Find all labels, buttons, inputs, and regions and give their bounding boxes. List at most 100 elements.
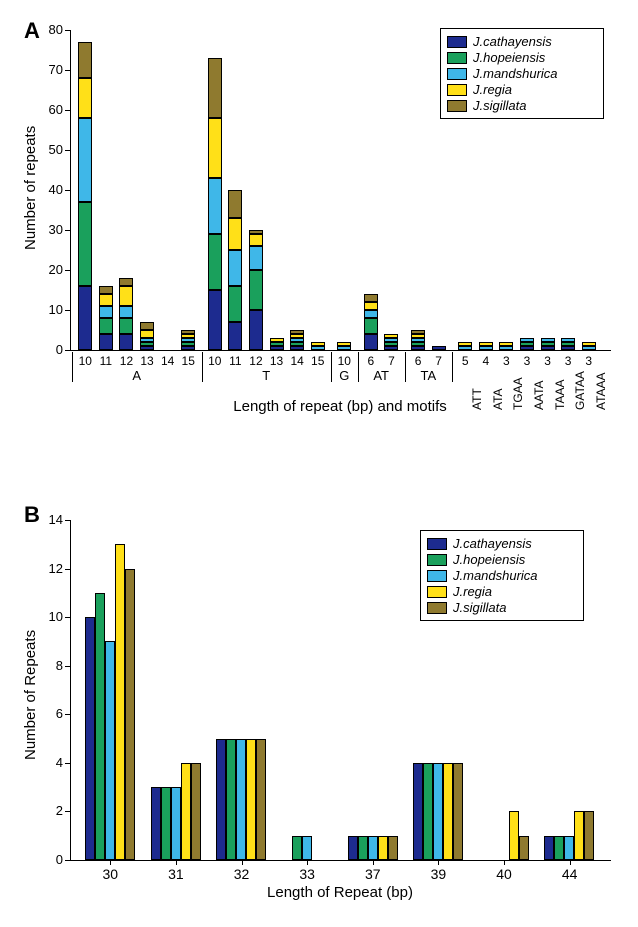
x-tick [438, 860, 439, 865]
x-tick-label: 6 [408, 354, 429, 368]
grouped-bar [236, 739, 246, 860]
grouped-bar [161, 787, 171, 860]
motif-rep: 4 [476, 354, 497, 368]
y-tick-label: 0 [38, 342, 63, 357]
x-tick-label: 33 [282, 866, 333, 882]
x-tick-label: 7 [428, 354, 449, 368]
stacked-bar [181, 330, 195, 350]
bar-segment [249, 234, 263, 246]
bar-segment [290, 346, 304, 350]
stacked-bar [384, 334, 398, 350]
bar-segment [119, 318, 133, 334]
stacked-bar [561, 338, 575, 350]
y-tick [65, 714, 70, 715]
x-tick [110, 860, 111, 865]
y-tick-label: 8 [38, 658, 63, 673]
bar-segment [119, 306, 133, 318]
legend-text: J.hopeiensis [473, 50, 545, 65]
motif-rep: 3 [578, 354, 599, 368]
y-tick-label: 14 [38, 512, 63, 527]
legend-text: J.hopeiensis [453, 552, 525, 567]
legend-item: J.hopeiensis [427, 552, 577, 567]
motif-label: TGAA [511, 377, 525, 410]
group-label: AT [361, 368, 402, 383]
motif-label: AATA [532, 380, 546, 410]
motif-label: TAAA [553, 380, 567, 410]
bar-segment [140, 330, 154, 338]
x-tick-label: 39 [413, 866, 464, 882]
y-tick-label: 4 [38, 755, 63, 770]
panel-b-y-label: Number of Repeats [22, 630, 39, 760]
motif-label: ATT [470, 388, 484, 410]
grouped-bar [125, 569, 135, 860]
legend-swatch [427, 570, 447, 582]
stacked-bar [270, 338, 284, 350]
grouped-bar [378, 836, 388, 860]
grouped-bar [554, 836, 564, 860]
grouped-bar [453, 763, 463, 860]
legend-swatch [447, 52, 467, 64]
y-tick [65, 150, 70, 151]
bar-segment [364, 310, 378, 318]
grouped-bar [191, 763, 201, 860]
legend-text: J.regia [453, 584, 492, 599]
y-tick-label: 12 [38, 561, 63, 576]
panel-a-x-label: Length of repeat (bp) and motifs [70, 398, 610, 415]
stacked-bar [337, 342, 351, 350]
bar-segment [337, 346, 351, 350]
legend-item: J.mandshurica [427, 568, 577, 583]
motif-rep: 3 [558, 354, 579, 368]
x-tick [570, 860, 571, 865]
y-tick [65, 520, 70, 521]
grouped-bar [358, 836, 368, 860]
bar-segment [140, 322, 154, 330]
grouped-bar [95, 593, 105, 860]
bar-segment [384, 346, 398, 350]
y-tick-label: 10 [38, 609, 63, 624]
legend-item: J.cathayensis [427, 536, 577, 551]
stacked-bar [520, 338, 534, 350]
y-tick [65, 30, 70, 31]
grouped-bar [171, 787, 181, 860]
bar-segment [249, 270, 263, 310]
legend-text: J.regia [473, 82, 512, 97]
group-separator [72, 352, 73, 382]
legend-text: J.mandshurica [453, 568, 538, 583]
y-tick-label: 60 [38, 102, 63, 117]
y-tick [65, 230, 70, 231]
grouped-bar [151, 787, 161, 860]
motif-rep: 5 [455, 354, 476, 368]
legend-item: J.mandshurica [447, 66, 597, 81]
bar-segment [228, 218, 242, 250]
x-tick-label: 15 [307, 354, 328, 368]
bar-segment [99, 334, 113, 350]
legend-swatch [447, 68, 467, 80]
x-tick-label: 30 [85, 866, 136, 882]
motif-rep: 3 [537, 354, 558, 368]
x-tick-label: 12 [246, 354, 267, 368]
y-tick [65, 310, 70, 311]
legend-text: J.cathayensis [453, 536, 532, 551]
y-tick [65, 190, 70, 191]
bar-segment [364, 318, 378, 334]
bar-segment [499, 346, 513, 350]
bar-segment [364, 334, 378, 350]
grouped-bar [413, 763, 423, 860]
legend-swatch [427, 602, 447, 614]
x-tick-label: 13 [137, 354, 158, 368]
bar-segment [99, 306, 113, 318]
legend-text: J.mandshurica [473, 66, 558, 81]
x-tick-label: 15 [178, 354, 199, 368]
grouped-bar [292, 836, 302, 860]
bar-segment [249, 310, 263, 350]
legend-item: J.hopeiensis [447, 50, 597, 65]
bar-segment [208, 234, 222, 290]
grouped-bar [519, 836, 529, 860]
y-tick [65, 110, 70, 111]
grouped-bar [584, 811, 594, 860]
y-tick [65, 811, 70, 812]
legend-swatch [427, 538, 447, 550]
bar-segment [78, 42, 92, 78]
y-tick-label: 10 [38, 302, 63, 317]
grouped-bar [246, 739, 256, 860]
